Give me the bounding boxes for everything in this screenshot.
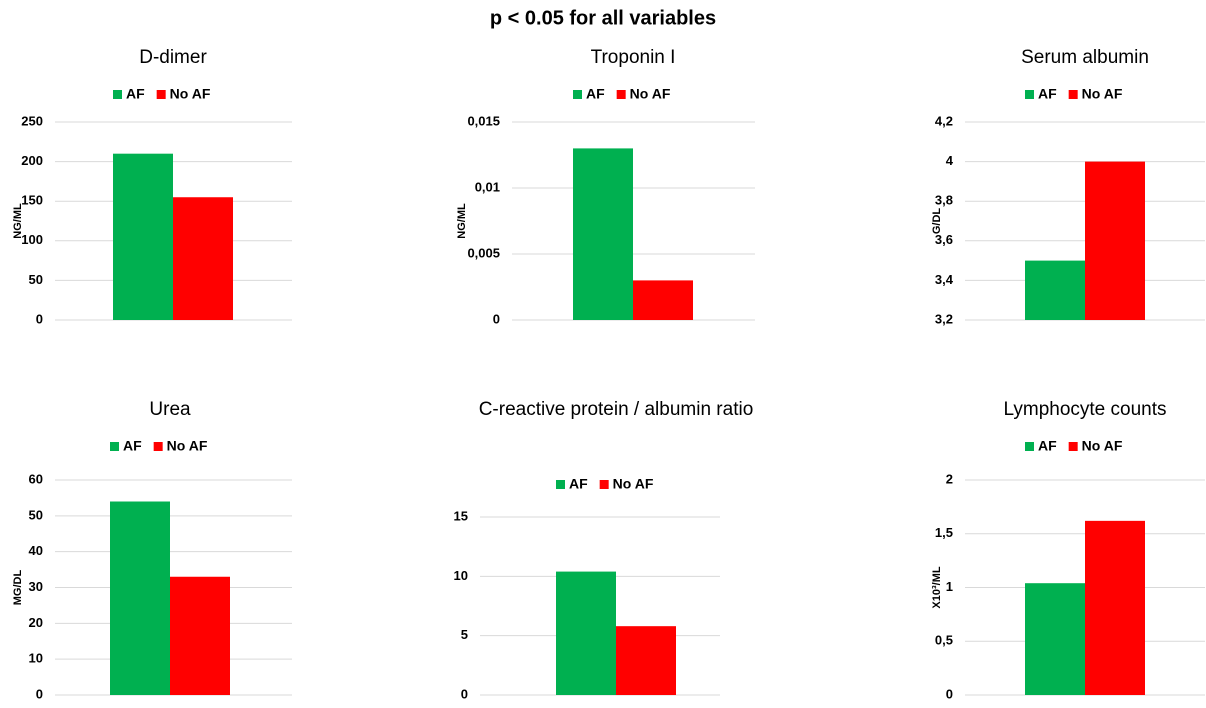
- y-axis-label: MG/DL: [12, 570, 24, 606]
- legend-label: No AF: [170, 86, 211, 102]
- legend-label: AF: [586, 86, 605, 102]
- y-tick-label: 4: [946, 153, 954, 168]
- y-tick-label: 0,015: [467, 113, 500, 128]
- y-tick-label: 0: [493, 311, 500, 326]
- legend-label: No AF: [167, 438, 208, 454]
- bar: [170, 576, 230, 695]
- y-tick-label: 50: [29, 272, 43, 287]
- legend-swatch: [110, 442, 119, 451]
- y-axis-label: NG/ML: [456, 203, 468, 239]
- y-axis-label: NG/ML: [12, 203, 24, 239]
- chart-title: Lymphocyte counts: [1003, 399, 1167, 420]
- y-tick-label: 100: [21, 232, 43, 247]
- y-tick-label: 60: [29, 471, 43, 486]
- legend-swatch: [616, 90, 626, 99]
- y-tick-label: 200: [21, 153, 43, 168]
- bar: [173, 197, 233, 320]
- legend-swatch: [556, 480, 565, 489]
- legend-label: No AF: [613, 476, 654, 492]
- legend-swatch: [599, 480, 609, 489]
- legend-label: AF: [1038, 86, 1057, 102]
- chart-title: C-reactive protein / albumin ratio: [478, 399, 754, 420]
- chart-title: Urea: [149, 399, 191, 420]
- bar: [1025, 583, 1085, 695]
- bar: [1085, 520, 1145, 695]
- legend-label: No AF: [1082, 438, 1123, 454]
- y-tick-label: 20: [29, 615, 43, 630]
- y-tick-label: 5: [461, 627, 468, 642]
- y-tick-label: 0: [946, 686, 953, 701]
- y-tick-label: 40: [29, 543, 43, 558]
- y-tick-label: 3,2: [935, 311, 953, 326]
- y-tick-label: 50: [29, 507, 43, 522]
- y-tick-label: 3,8: [935, 193, 953, 208]
- y-tick-label: 15: [454, 508, 468, 523]
- legend-swatch: [113, 90, 122, 99]
- chart-title: D-dimer: [139, 47, 207, 68]
- legend-swatch: [573, 90, 582, 99]
- y-tick-label: 0: [36, 311, 43, 326]
- y-axis-label: G/DL: [931, 208, 943, 235]
- y-tick-label: 1,5: [935, 525, 953, 540]
- bar: [633, 280, 693, 320]
- legend-label: AF: [1038, 438, 1057, 454]
- bar: [1085, 161, 1145, 320]
- bar: [556, 571, 616, 695]
- bar: [573, 148, 633, 320]
- y-tick-label: 1: [946, 579, 953, 594]
- y-tick-label: 2: [946, 471, 953, 486]
- legend-label: No AF: [1082, 86, 1123, 102]
- legend-swatch: [156, 90, 166, 99]
- bar: [110, 501, 170, 695]
- y-tick-label: 4,2: [935, 113, 953, 128]
- legend-swatch: [153, 442, 163, 451]
- chart-title: Serum albumin: [1021, 47, 1149, 68]
- legend-label: AF: [123, 438, 142, 454]
- y-tick-label: 3,6: [935, 232, 953, 247]
- legend-label: AF: [126, 86, 145, 102]
- y-tick-label: 0: [461, 686, 468, 701]
- legend-label: AF: [569, 476, 588, 492]
- y-tick-label: 10: [29, 651, 43, 666]
- y-tick-label: 0,5: [935, 633, 953, 648]
- y-axis-label: X10³/ML: [931, 566, 943, 608]
- legend-swatch: [1025, 90, 1034, 99]
- legend-label: No AF: [630, 86, 671, 102]
- legend-swatch: [1025, 442, 1034, 451]
- y-tick-label: 150: [21, 193, 43, 208]
- bar: [616, 626, 676, 695]
- legend-swatch: [1068, 442, 1078, 451]
- y-tick-label: 0,005: [467, 245, 500, 260]
- y-tick-label: 0,01: [475, 179, 500, 194]
- y-tick-label: 30: [29, 579, 43, 594]
- y-tick-label: 3,4: [935, 272, 954, 287]
- y-tick-label: 250: [21, 113, 43, 128]
- bar: [1025, 260, 1085, 320]
- legend-swatch: [1068, 90, 1078, 99]
- chart-title: Troponin I: [590, 47, 676, 68]
- y-tick-label: 0: [36, 686, 43, 701]
- bar: [113, 153, 173, 320]
- y-tick-label: 10: [454, 568, 468, 583]
- figure-title: p < 0.05 for all variables: [490, 7, 716, 29]
